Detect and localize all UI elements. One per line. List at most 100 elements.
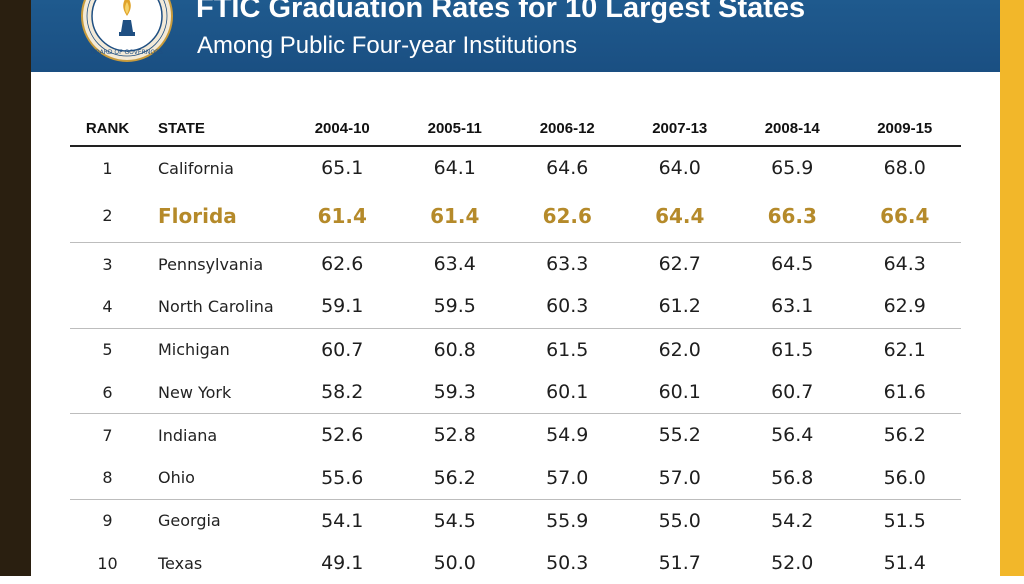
- column-header-year: 2004-10: [286, 112, 399, 147]
- right-border-stripe: [1000, 0, 1024, 576]
- rate-cell: 65.1: [321, 157, 364, 179]
- rank-cell: 6: [70, 370, 145, 415]
- table-row: 3 Pennsylvania 62.6 63.4 63.3 62.7 64.5 64.3: [70, 243, 961, 286]
- rate-cell: 52.8: [433, 424, 476, 447]
- rate-cell: 68.0: [883, 157, 926, 179]
- rank-cell: 5: [102, 340, 113, 360]
- state-cell: Florida: [145, 189, 286, 243]
- rate-cell: 51.4: [883, 552, 926, 575]
- table-header-row: RANK STATE 2004-10 2005-11 2006-12 2007-…: [70, 112, 961, 147]
- rate-cell: 60.1: [511, 370, 624, 415]
- table-row: 10 Texas 49.1 50.0 50.3 51.7 52.0 51.4: [70, 542, 961, 584]
- rate-cell: 62.6: [321, 253, 364, 276]
- rate-cell: 55.0: [658, 509, 701, 532]
- rank-cell: 9: [102, 511, 113, 531]
- rate-cell: 64.4: [623, 189, 736, 243]
- table-row: 9 Georgia 54.1 54.5 55.9 55.0 54.2 51.5: [70, 499, 961, 542]
- state-cell: New York: [145, 370, 286, 415]
- rate-cell: 59.3: [398, 370, 511, 415]
- rate-cell: 56.4: [771, 424, 814, 447]
- rate-cell: 55.6: [286, 456, 399, 500]
- rank-cell: 1: [102, 158, 113, 178]
- rate-cell: 57.0: [623, 456, 736, 500]
- rate-cell: 49.1: [321, 552, 364, 575]
- rate-cell: 64.0: [658, 157, 701, 179]
- rate-cell: 63.3: [546, 253, 589, 276]
- rate-cell: 60.7: [736, 370, 849, 415]
- rate-cell: 55.2: [658, 424, 701, 447]
- board-of-governors-seal-icon: BOARD OF GOVERNORS: [81, 0, 173, 62]
- rate-cell: 61.5: [546, 338, 589, 361]
- rate-cell: 60.8: [433, 338, 476, 361]
- rate-cell: 66.4: [848, 189, 961, 243]
- table-row: 6 New York 58.2 59.3 60.1 60.1 60.7 61.6: [70, 370, 961, 415]
- rate-cell: 61.5: [771, 338, 814, 361]
- rate-cell: 60.1: [623, 370, 736, 415]
- rate-cell: 52.0: [771, 552, 814, 575]
- column-header-year: 2008-14: [736, 112, 849, 147]
- state-cell: Georgia: [158, 511, 221, 531]
- rank-cell: 4: [70, 285, 145, 329]
- rank-cell: 10: [97, 553, 118, 573]
- page-title: FTIC Graduation Rates for 10 Largest Sta…: [196, 0, 806, 24]
- rate-cell: 64.6: [546, 157, 589, 179]
- table-row: 1 California 65.1 64.1 64.6 64.0 65.9 68.0: [70, 146, 961, 189]
- rate-cell: 63.1: [736, 285, 849, 329]
- rate-cell: 62.0: [658, 338, 701, 361]
- state-cell: Indiana: [158, 425, 218, 445]
- column-header-year: 2009-15: [848, 112, 961, 147]
- column-header-year: 2007-13: [623, 112, 736, 147]
- rate-cell: 61.4: [398, 189, 511, 243]
- column-header-rank: RANK: [70, 112, 145, 147]
- table-row: 8 Ohio 55.6 56.2 57.0 57.0 56.8 56.0: [70, 456, 961, 500]
- rate-cell: 61.6: [848, 370, 961, 415]
- rate-cell: 54.2: [771, 509, 814, 532]
- rank-cell: 3: [102, 254, 113, 274]
- rate-cell: 54.5: [433, 509, 476, 532]
- rate-cell: 54.1: [321, 509, 364, 532]
- rate-cell: 62.1: [883, 338, 926, 361]
- left-border-stripe: [0, 0, 31, 576]
- column-header-state: STATE: [145, 112, 286, 147]
- table-row: 7 Indiana 52.6 52.8 54.9 55.2 56.4 56.2: [70, 414, 961, 457]
- state-cell: Texas: [158, 553, 203, 573]
- rate-cell: 56.2: [883, 424, 926, 447]
- rate-cell: 64.5: [771, 253, 814, 276]
- rate-cell: 51.5: [883, 509, 926, 532]
- rate-cell: 50.3: [546, 552, 589, 575]
- state-cell: Michigan: [158, 340, 230, 360]
- rate-cell: 62.6: [511, 189, 624, 243]
- table-row: 5 Michigan 60.7 60.8 61.5 62.0 61.5 62.1: [70, 328, 961, 371]
- column-header-year: 2006-12: [511, 112, 624, 147]
- rate-cell: 59.1: [286, 285, 399, 329]
- rate-cell: 56.2: [398, 456, 511, 500]
- rate-cell: 59.5: [398, 285, 511, 329]
- rate-cell: 56.0: [848, 456, 961, 500]
- graduation-rates-table: RANK STATE 2004-10 2005-11 2006-12 2007-…: [70, 112, 961, 584]
- state-cell: Ohio: [145, 456, 286, 500]
- rate-cell: 60.3: [511, 285, 624, 329]
- rate-cell: 65.9: [771, 157, 814, 179]
- state-cell: North Carolina: [145, 285, 286, 329]
- rate-cell: 54.9: [546, 424, 589, 447]
- rate-cell: 50.0: [433, 552, 476, 575]
- rate-cell: 64.3: [883, 253, 926, 276]
- rank-cell: 8: [70, 456, 145, 500]
- rate-cell: 58.2: [286, 370, 399, 415]
- table-row: 4 North Carolina 59.1 59.5 60.3 61.2 63.1 62.9: [70, 285, 961, 329]
- column-header-year: 2005-11: [398, 112, 511, 147]
- state-cell: Pennsylvania: [158, 254, 264, 274]
- svg-text:BOARD OF GOVERNORS: BOARD OF GOVERNORS: [91, 49, 163, 56]
- table-row-highlighted: 2 Florida 61.4 61.4 62.6 64.4 66.3 66.4: [70, 189, 961, 243]
- state-cell: California: [158, 158, 234, 178]
- rate-cell: 62.9: [848, 285, 961, 329]
- slide-content: RANK STATE 2004-10 2005-11 2006-12 2007-…: [31, 72, 1000, 576]
- rate-cell: 60.7: [321, 338, 364, 361]
- rate-cell: 55.9: [546, 509, 589, 532]
- rate-cell: 62.7: [658, 253, 701, 276]
- rate-cell: 51.7: [658, 552, 701, 575]
- rank-cell: 2: [70, 189, 145, 243]
- rate-cell: 61.2: [623, 285, 736, 329]
- slide-header: BOARD OF GOVERNORS FTIC Graduation Rates…: [31, 0, 1000, 72]
- rate-cell: 52.6: [321, 424, 364, 447]
